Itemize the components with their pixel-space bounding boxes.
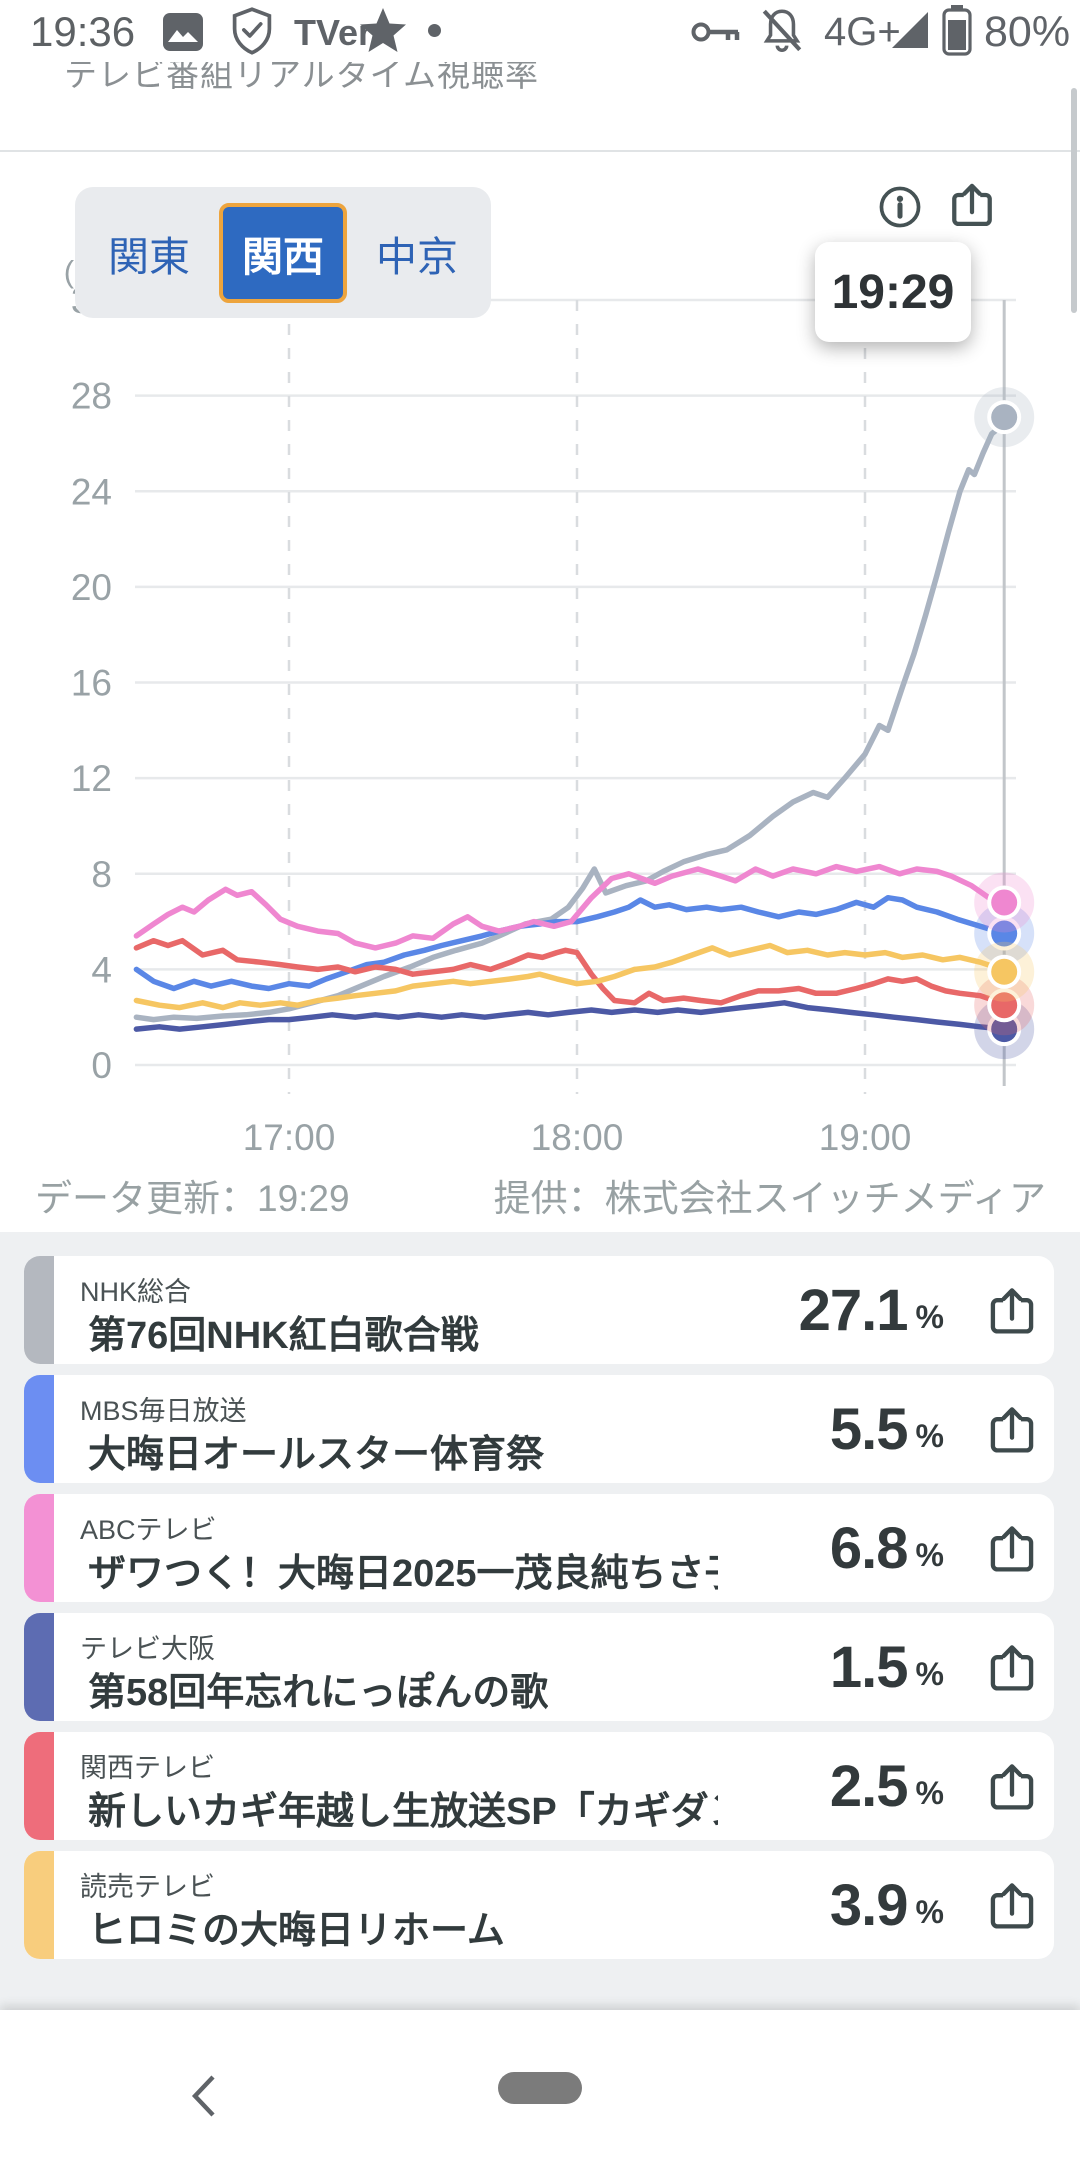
rating-value: 1.5% xyxy=(829,1634,944,1700)
endpoint-dot xyxy=(991,1016,1018,1043)
star-icon xyxy=(360,8,406,52)
list-item[interactable]: 読売テレビ ヒロミの大晦日リホーム 3.9% xyxy=(24,1851,1054,1959)
channel-color-strip xyxy=(24,1494,54,1602)
status-bar: 19:36 TVer 4G+ 80% xyxy=(0,0,1080,62)
rating-value: 3.9% xyxy=(829,1872,944,1938)
rating-value: 2.5% xyxy=(829,1753,944,1819)
tab-chukyo[interactable]: 中京 xyxy=(376,233,458,280)
channel-color-strip xyxy=(24,1732,54,1840)
endpoint-dot xyxy=(991,992,1018,1019)
list-item[interactable]: NHK総合 第76回NHK紅白歌合戦 27.1% xyxy=(24,1256,1054,1364)
share-icon[interactable] xyxy=(984,1283,1040,1339)
rating-value: 6.8% xyxy=(829,1515,944,1581)
program-title: 第76回NHK紅白歌合戦 xyxy=(88,1315,479,1357)
series-line-テレビ大阪 xyxy=(133,1000,1007,1032)
notifications-off-icon xyxy=(762,9,802,52)
tab-kanto[interactable]: 関東 xyxy=(108,233,190,280)
program-title: 第58回年忘れにっぽんの歌 xyxy=(88,1672,549,1714)
series-line-NHK総合 xyxy=(133,414,1007,1023)
dot-icon xyxy=(428,24,441,37)
info-icon[interactable] xyxy=(876,183,924,231)
signal-icon xyxy=(892,12,928,48)
channel-color-strip xyxy=(24,1375,54,1483)
channel-name: 読売テレビ xyxy=(80,1872,215,1902)
channel-color-strip xyxy=(24,1613,54,1721)
home-indicator[interactable] xyxy=(498,2072,582,2104)
channel-color-strip xyxy=(24,1851,54,1959)
share-icon[interactable] xyxy=(984,1640,1040,1696)
list-item[interactable]: ABCテレビ ザワつく！大晦日2025一茂良純ちさ子の会 6.8% xyxy=(24,1494,1054,1602)
y-tick-label: 0 xyxy=(91,1045,112,1086)
battery-icon xyxy=(942,5,972,56)
program-title: ザワつく！大晦日2025一茂良純ちさ子の会 xyxy=(88,1553,718,1595)
back-icon[interactable] xyxy=(183,2072,231,2120)
x-tick-label: 19:00 xyxy=(819,1117,912,1158)
chart-footer: データ更新：19:29 提供：株式会社スイッチメディア xyxy=(0,1168,1080,1219)
tab-kansai[interactable]: 関西 xyxy=(219,203,347,303)
photo-icon xyxy=(163,13,203,51)
channel-name: ABCテレビ xyxy=(80,1515,217,1545)
y-tick-label: 28 xyxy=(71,376,112,417)
rating-value: 27.1% xyxy=(798,1277,944,1343)
endpoint-dot xyxy=(991,920,1018,947)
program-title: ヒロミの大晦日リホーム xyxy=(88,1910,505,1952)
series-line-関西テレビ xyxy=(133,937,1007,1008)
region-tab-bar: 関東 関西 中京 xyxy=(75,187,491,318)
clock-time: 19:36 xyxy=(30,8,136,55)
series-line-ABCテレビ xyxy=(133,863,1007,951)
endpoint-dot xyxy=(991,404,1018,431)
endpoint-dot xyxy=(991,958,1018,985)
network-type: 4G+ xyxy=(824,10,901,54)
channel-name: MBS毎日放送 xyxy=(80,1396,247,1426)
series-line-MBS毎日放送 xyxy=(133,894,1007,992)
rating-value: 5.5% xyxy=(829,1396,944,1462)
x-tick-label: 18:00 xyxy=(531,1117,624,1158)
y-tick-label: 16 xyxy=(71,663,112,704)
battery-percent: 80% xyxy=(984,8,1071,56)
key-icon xyxy=(691,22,740,42)
x-tick-label: 17:00 xyxy=(243,1117,336,1158)
share-icon[interactable] xyxy=(946,179,998,231)
share-icon[interactable] xyxy=(984,1402,1040,1458)
header-divider xyxy=(0,150,1080,152)
channel-name: 関西テレビ xyxy=(80,1753,215,1783)
y-tick-label: 8 xyxy=(91,854,112,895)
shield-check-icon xyxy=(232,7,272,55)
bottom-navigation-bar xyxy=(0,2010,1080,2160)
share-icon[interactable] xyxy=(984,1521,1040,1577)
share-icon[interactable] xyxy=(984,1878,1040,1934)
endpoint-dot xyxy=(991,889,1018,916)
scrollbar[interactable] xyxy=(1071,88,1077,313)
list-item[interactable]: 関西テレビ 新しいカギ年越し生放送SP「カギダンスス… 2.5% xyxy=(24,1732,1054,1840)
list-item[interactable]: MBS毎日放送 大晦日オールスター体育祭 5.5% xyxy=(24,1375,1054,1483)
y-tick-label: 12 xyxy=(71,758,112,799)
channel-name: NHK総合 xyxy=(80,1277,192,1307)
program-title: 新しいカギ年越し生放送SP「カギダンスス… xyxy=(88,1791,718,1833)
channel-list: NHK総合 第76回NHK紅白歌合戦 27.1% MBS毎日放送 大晦日オールス… xyxy=(0,1232,1080,2010)
program-title: 大晦日オールスター体育祭 xyxy=(88,1434,545,1476)
channel-name: テレビ大阪 xyxy=(80,1634,215,1664)
y-tick-label: 4 xyxy=(91,949,112,990)
share-icon[interactable] xyxy=(984,1759,1040,1815)
page-title: テレビ番組リアルタイム視聴率 xyxy=(64,60,540,93)
list-item[interactable]: テレビ大阪 第58回年忘れにっぽんの歌 1.5% xyxy=(24,1613,1054,1721)
provider-label: 提供：株式会社スイッチメディア xyxy=(493,1178,1046,1219)
y-tick-label: 20 xyxy=(71,567,112,608)
series-line-読売テレビ xyxy=(133,942,1007,1011)
y-tick-label: 24 xyxy=(71,471,112,512)
channel-color-strip xyxy=(24,1256,54,1364)
tver-logo: TVer xyxy=(294,12,373,53)
data-updated-label: データ更新：19:29 xyxy=(35,1178,350,1219)
cursor-time-tooltip: 19:29 xyxy=(815,242,971,342)
